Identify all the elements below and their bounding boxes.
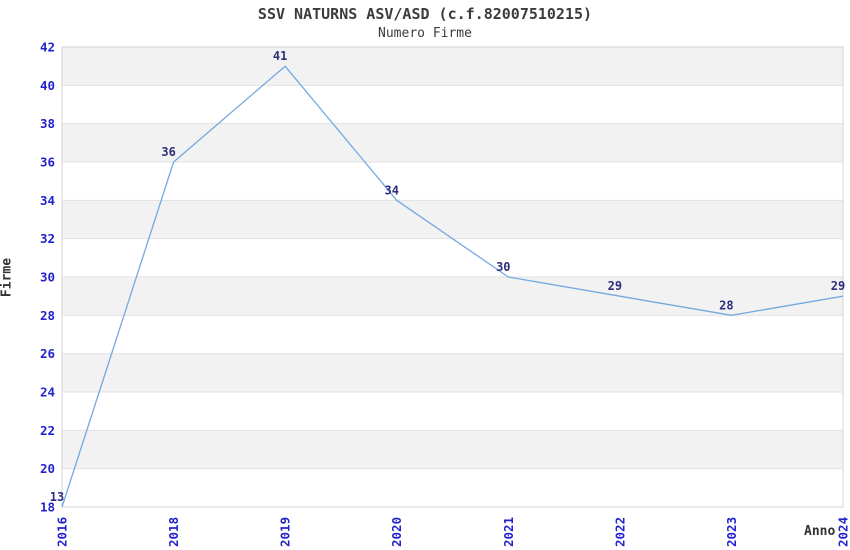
y-tick-label: 38 [40, 116, 55, 131]
plot-border [61, 46, 844, 508]
line-series [61, 65, 844, 508]
x-tick-label: 2023 [724, 517, 739, 547]
data-point-label: 41 [273, 49, 287, 63]
x-tick-label: 2021 [501, 517, 516, 547]
grid-band [62, 392, 843, 431]
grid-band [62, 85, 843, 124]
chart-title: SSV NATURNS ASV/ASD (c.f.82007510215) [257, 5, 593, 23]
grid-band [62, 238, 843, 277]
x-tick-label: 2019 [278, 517, 293, 547]
x-tick-label: 2016 [55, 517, 70, 547]
grid-band [62, 277, 843, 316]
grid-band [62, 430, 843, 469]
grid-band [62, 47, 843, 86]
y-tick-label: 32 [40, 231, 55, 246]
data-point-label: 30 [496, 260, 510, 274]
y-tick-label: 42 [40, 40, 55, 55]
x-axis-title: Anno [804, 524, 836, 539]
y-tick-label: 36 [40, 155, 55, 170]
grid-band [62, 162, 843, 201]
data-point-label: 36 [161, 145, 175, 159]
y-tick-label: 26 [40, 346, 55, 361]
chart-subtitle: Numero Firme [378, 26, 472, 41]
grid-band [62, 200, 843, 239]
data-point-label: 13 [50, 490, 64, 504]
y-tick-label: 40 [40, 78, 55, 93]
x-tick-label: 2024 [836, 517, 850, 547]
data-point-label: 29 [608, 279, 622, 293]
y-tick-label: 28 [40, 308, 55, 323]
x-tick-label: 2018 [166, 517, 181, 547]
y-tick-label: 18 [40, 500, 55, 515]
x-tick-label: 2020 [389, 517, 404, 547]
x-tick-label: 2022 [612, 517, 627, 547]
y-axis-title: Firme [0, 257, 15, 298]
y-tick-label: 22 [40, 423, 55, 438]
grid-band [62, 353, 843, 392]
y-tick-label: 24 [40, 385, 55, 400]
grid-band [62, 315, 843, 354]
data-point-label: 28 [719, 298, 733, 312]
grid-band [62, 468, 843, 507]
grid-band [62, 123, 843, 162]
data-point-label: 29 [831, 279, 845, 293]
y-tick-label: 30 [40, 270, 55, 285]
data-point-label: 34 [384, 183, 398, 197]
y-tick-label: 20 [40, 461, 55, 476]
y-tick-label: 34 [40, 193, 55, 208]
